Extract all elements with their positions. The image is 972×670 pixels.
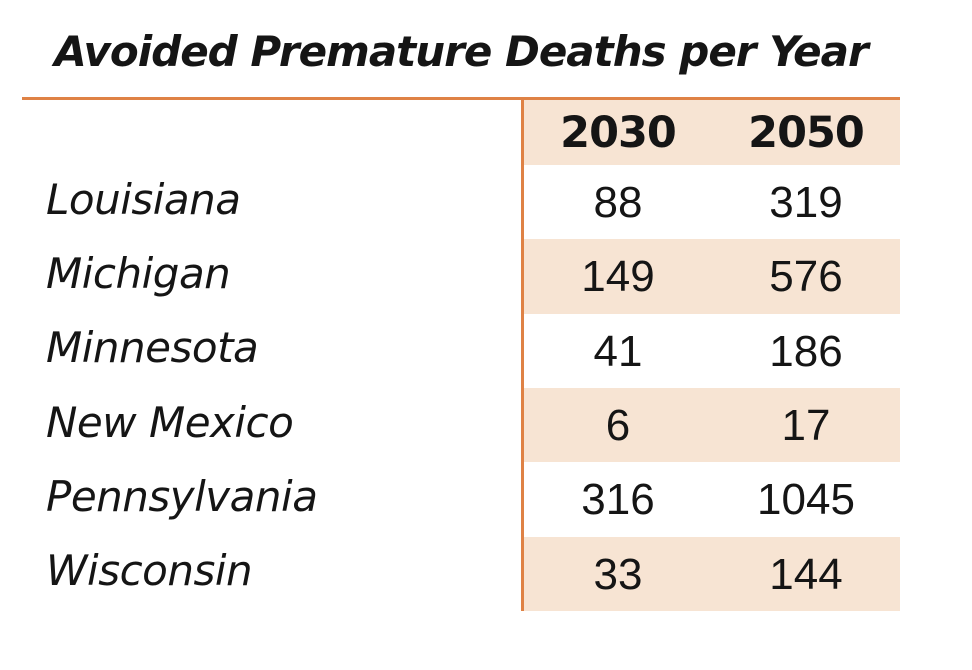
value-2050: 319 (769, 178, 843, 228)
table-row-wisconsin: Wisconsin 33 144 (22, 536, 900, 611)
column-divider-line (521, 97, 524, 611)
value-2050: 17 (781, 401, 831, 451)
table-row-pennsylvania: Pennsylvania 316 1045 (22, 462, 900, 536)
row-values: 33 144 (524, 536, 900, 611)
row-values: 316 1045 (524, 462, 900, 536)
value-2030: 88 (593, 178, 643, 228)
value-2050: 576 (769, 252, 843, 302)
table-header: 2030 2050 (524, 100, 900, 165)
row-state-label: Minnesota (46, 323, 259, 373)
row-values: 41 186 (524, 314, 900, 388)
value-2030: 6 (605, 401, 631, 451)
value-2050: 186 (769, 326, 843, 376)
row-state-label: New Mexico (46, 397, 294, 447)
row-state-label: Michigan (46, 248, 231, 298)
value-2030: 149 (581, 252, 655, 302)
row-state-label: Louisiana (46, 174, 241, 224)
table-row-new-mexico: New Mexico 6 17 (22, 387, 900, 463)
table-row-michigan: Michigan 149 576 (22, 239, 900, 314)
row-values: 6 17 (524, 387, 900, 463)
value-2050: 1045 (757, 475, 855, 525)
column-header-2030: 2030 (560, 107, 677, 158)
table-body: Louisiana 88 319 Michigan 149 576 Minnes… (22, 165, 900, 611)
value-2030: 41 (593, 326, 643, 376)
table-row-louisiana: Louisiana 88 319 (22, 165, 900, 239)
table-row-minnesota: Minnesota 41 186 (22, 314, 900, 388)
row-values: 149 576 (524, 239, 900, 314)
row-state-label: Pennsylvania (46, 471, 318, 521)
column-header-2050: 2050 (748, 107, 865, 158)
value-2030: 316 (581, 475, 655, 525)
value-2030: 33 (593, 549, 643, 599)
page-title: Avoided Premature Deaths per Year (54, 27, 868, 76)
title-divider-line (22, 97, 900, 100)
row-state-label: Wisconsin (46, 546, 253, 596)
row-values: 88 319 (524, 165, 900, 239)
value-2050: 144 (769, 549, 843, 599)
